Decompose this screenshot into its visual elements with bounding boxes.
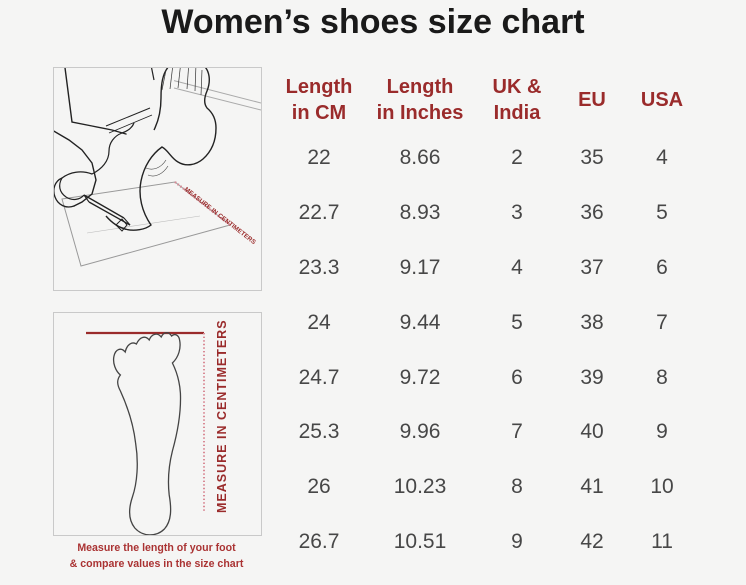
- svg-text:MEASURE IN CENTIMETERS: MEASURE IN CENTIMETERS: [183, 186, 257, 246]
- svg-text:MEASURE IN CENTIMETERS: MEASURE IN CENTIMETERS: [215, 319, 229, 513]
